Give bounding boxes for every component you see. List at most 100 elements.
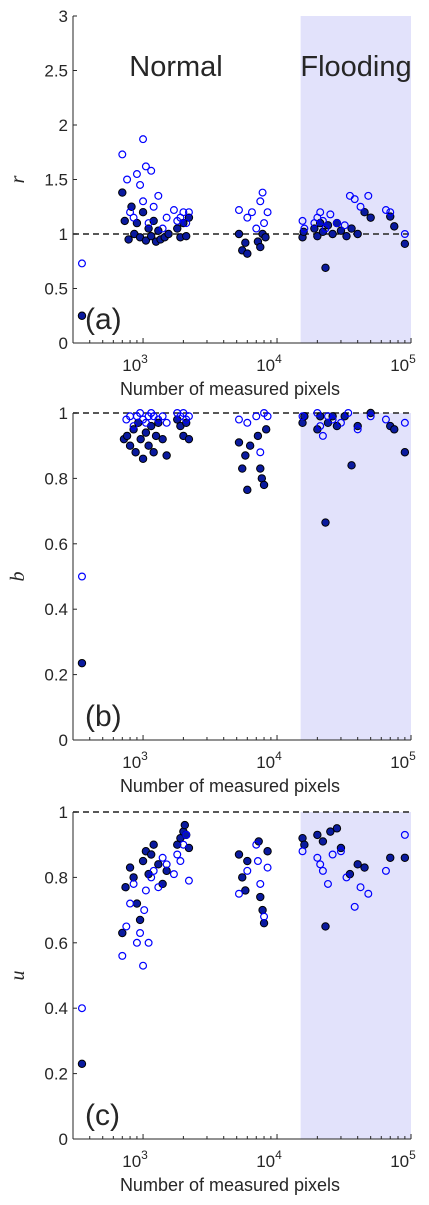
- data-point-filled: [164, 229, 173, 239]
- data-point-filled: [136, 434, 145, 444]
- data-point-filled: [243, 249, 252, 258]
- data-point-open: [147, 166, 156, 175]
- data-point-filled: [135, 915, 145, 925]
- data-point-filled: [318, 837, 328, 846]
- data-point-open: [126, 899, 135, 908]
- data-point-filled: [321, 263, 330, 272]
- data-point-filled: [400, 448, 410, 457]
- data-point-filled: [400, 853, 410, 862]
- data-point-open: [326, 210, 335, 219]
- x-tick-label: 104: [256, 749, 282, 772]
- data-point-open: [260, 912, 269, 921]
- data-point-filled: [360, 863, 369, 872]
- data-point-open: [316, 208, 325, 217]
- data-point-open: [256, 448, 265, 457]
- data-point-open: [136, 409, 145, 418]
- data-point-filled: [141, 236, 151, 245]
- y-tick-label: 0.4: [44, 999, 68, 1018]
- data-point-filled: [258, 905, 267, 915]
- data-point-open: [336, 847, 345, 856]
- data-point-filled: [366, 213, 375, 222]
- data-point-open: [234, 206, 243, 215]
- data-point-filled: [182, 231, 191, 241]
- data-point-filled: [347, 224, 356, 233]
- data-point-open: [313, 853, 322, 862]
- data-point-open: [364, 191, 373, 200]
- data-point-filled: [353, 860, 362, 869]
- data-point-filled: [132, 899, 142, 908]
- data-point-open: [118, 150, 127, 159]
- panel-b: 0 0.2 0.4 0.6 0.8 1 103 104 105 Number of measure…: [7, 404, 416, 796]
- data-point-open: [129, 879, 138, 888]
- data-point-open: [139, 961, 148, 970]
- data-point-open: [332, 219, 341, 228]
- data-point-open: [132, 938, 141, 947]
- data-point-open: [318, 216, 327, 225]
- y-tick-label: 0.6: [44, 535, 68, 554]
- data-point-filled: [390, 222, 399, 231]
- data-point-filled: [77, 1059, 87, 1068]
- data-point-filled: [328, 229, 337, 239]
- data-point-open: [298, 216, 307, 225]
- y-tick-label: 1: [59, 404, 68, 423]
- data-point-open: [162, 418, 171, 427]
- data-point-filled: [313, 830, 322, 840]
- data-point-filled: [138, 856, 148, 866]
- data-point-filled: [241, 451, 250, 460]
- data-point-filled: [151, 431, 161, 441]
- data-point-open: [184, 412, 193, 421]
- y-tick-label: 0.2: [44, 1065, 68, 1084]
- y-tick-label: 0.4: [44, 600, 68, 619]
- data-point-filled: [173, 224, 182, 233]
- data-point-filled: [347, 461, 356, 470]
- data-point-open: [313, 409, 322, 418]
- data-point-open: [252, 412, 261, 421]
- y-tick-label: 3: [59, 7, 68, 26]
- data-point-filled: [149, 448, 158, 457]
- data-point-filled: [122, 431, 132, 441]
- data-point-filled: [118, 188, 127, 197]
- data-point-filled: [256, 464, 265, 473]
- data-point-filled: [360, 208, 369, 217]
- data-point-filled: [300, 412, 309, 421]
- data-point-filled: [390, 425, 399, 434]
- data-point-open: [77, 1004, 86, 1013]
- data-point-filled: [234, 438, 244, 447]
- data-point-open: [77, 259, 86, 268]
- data-point-open: [323, 879, 332, 888]
- x-tick-label: 104: [256, 352, 282, 375]
- data-point-open: [158, 853, 167, 862]
- data-point-filled: [238, 873, 247, 882]
- data-point-filled: [353, 229, 362, 239]
- data-point-filled: [310, 224, 319, 233]
- y-tick-label: 2: [59, 116, 68, 135]
- y-tick-label: 0.8: [44, 868, 68, 887]
- data-point-open: [321, 224, 330, 233]
- data-point-filled: [253, 431, 263, 441]
- data-point-open: [139, 197, 148, 206]
- data-point-open: [300, 224, 309, 233]
- data-point-filled: [263, 847, 272, 856]
- data-point-open: [182, 830, 191, 839]
- data-point-open: [136, 928, 145, 937]
- data-point-open: [364, 889, 373, 898]
- data-point-filled: [259, 480, 269, 490]
- data-point-open: [243, 418, 252, 427]
- data-point-filled: [321, 518, 330, 527]
- data-point-open: [141, 418, 150, 427]
- data-point-filled: [261, 233, 270, 242]
- data-point-filled: [154, 226, 163, 235]
- data-point-open: [144, 938, 153, 947]
- data-point-open: [344, 409, 353, 418]
- y-tick-label: 2.5: [44, 62, 68, 81]
- data-point-filled: [131, 448, 140, 457]
- data-point-filled: [321, 922, 330, 931]
- y-tick-label: 0: [59, 334, 68, 353]
- x-tick-label: 105: [390, 1148, 416, 1171]
- data-point-open: [140, 906, 149, 915]
- annotation-normal: Normal: [129, 51, 222, 83]
- data-point-open: [253, 857, 262, 866]
- data-point-open: [366, 412, 375, 421]
- data-point-open: [139, 135, 148, 144]
